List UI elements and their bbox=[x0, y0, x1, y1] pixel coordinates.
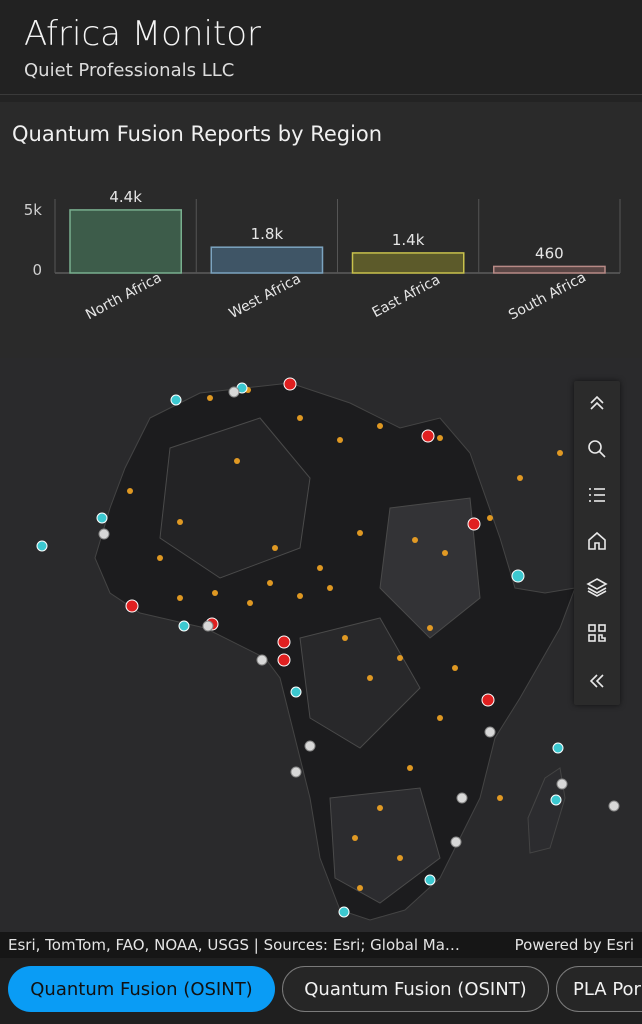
app-title: Africa Monitor bbox=[24, 14, 262, 54]
collapse-up-button[interactable] bbox=[574, 381, 620, 425]
attribution-sources[interactable]: Esri, TomTom, FAO, NOAA, USGS | Sources:… bbox=[8, 936, 460, 954]
home-icon bbox=[588, 531, 606, 550]
bar-data-label: 1.8k bbox=[251, 225, 284, 243]
app-header: Africa Monitor Quiet Professionals LLC bbox=[0, 0, 642, 95]
map-canvas[interactable] bbox=[0, 358, 642, 932]
tab-quantum-fusion-osint-2[interactable]: Quantum Fusion (OSINT) bbox=[282, 966, 549, 1012]
x-tick-label: West Africa bbox=[226, 271, 303, 322]
madagascar bbox=[527, 767, 566, 854]
qr-code-icon bbox=[588, 624, 606, 642]
app-subtitle: Quiet Professionals LLC bbox=[24, 60, 235, 81]
home-button[interactable] bbox=[574, 519, 620, 563]
land-south bbox=[329, 787, 441, 904]
y-tick-label: 5k bbox=[24, 201, 43, 219]
collapse-up-icon bbox=[590, 395, 604, 410]
bar-chart: 5k 0 4.4k North Africa 1.8k West Africa 1.4k Ea… bbox=[24, 188, 621, 324]
map-toolbar bbox=[574, 381, 620, 705]
osint-dots-red bbox=[125, 377, 495, 707]
legend-list-icon bbox=[589, 488, 605, 502]
bar-data-label: 4.4k bbox=[109, 188, 142, 206]
map-attribution: Esri, TomTom, FAO, NOAA, USGS | Sources:… bbox=[0, 932, 642, 958]
land-central bbox=[299, 617, 421, 749]
bar-west-africa bbox=[210, 246, 324, 274]
search-icon bbox=[588, 440, 606, 458]
chart-title: Quantum Fusion Reports by Region bbox=[12, 122, 383, 146]
layers-icon bbox=[586, 578, 608, 597]
chart-panel: 5k 0 4.4k North Africa 1.8k West Africa 1.4k Ea… bbox=[0, 102, 642, 358]
collapse-left-icon bbox=[589, 674, 604, 688]
map-view[interactable] bbox=[0, 358, 642, 932]
powered-by-esri[interactable]: Powered by Esri bbox=[514, 936, 634, 954]
layers-button[interactable] bbox=[574, 565, 620, 609]
legend-button[interactable] bbox=[574, 473, 620, 517]
bar-east-africa bbox=[351, 252, 465, 274]
bar-south-africa bbox=[493, 265, 606, 274]
tab-quantum-fusion-osint-1[interactable]: Quantum Fusion (OSINT) bbox=[8, 966, 275, 1012]
osint-dots-white bbox=[98, 386, 620, 848]
layer-tabs: Quantum Fusion (OSINT) Quantum Fusion (O… bbox=[0, 958, 642, 1024]
qr-code-button[interactable] bbox=[574, 611, 620, 655]
x-tick-label: North Africa bbox=[83, 270, 164, 323]
osint-dots-cyan bbox=[36, 382, 564, 918]
bar-north-africa bbox=[69, 209, 182, 274]
x-tick-label: East Africa bbox=[370, 272, 443, 321]
tab-pla-por[interactable]: PLA Por bbox=[556, 966, 642, 1012]
land-north bbox=[159, 417, 311, 579]
y-tick-label: 0 bbox=[32, 261, 42, 279]
search-button[interactable] bbox=[574, 427, 620, 471]
land-east bbox=[379, 497, 481, 639]
collapse-left-button[interactable] bbox=[574, 659, 620, 703]
bar-data-label: 460 bbox=[535, 244, 564, 262]
x-tick-label: South Africa bbox=[506, 269, 589, 323]
bar-data-label: 1.4k bbox=[392, 231, 425, 249]
